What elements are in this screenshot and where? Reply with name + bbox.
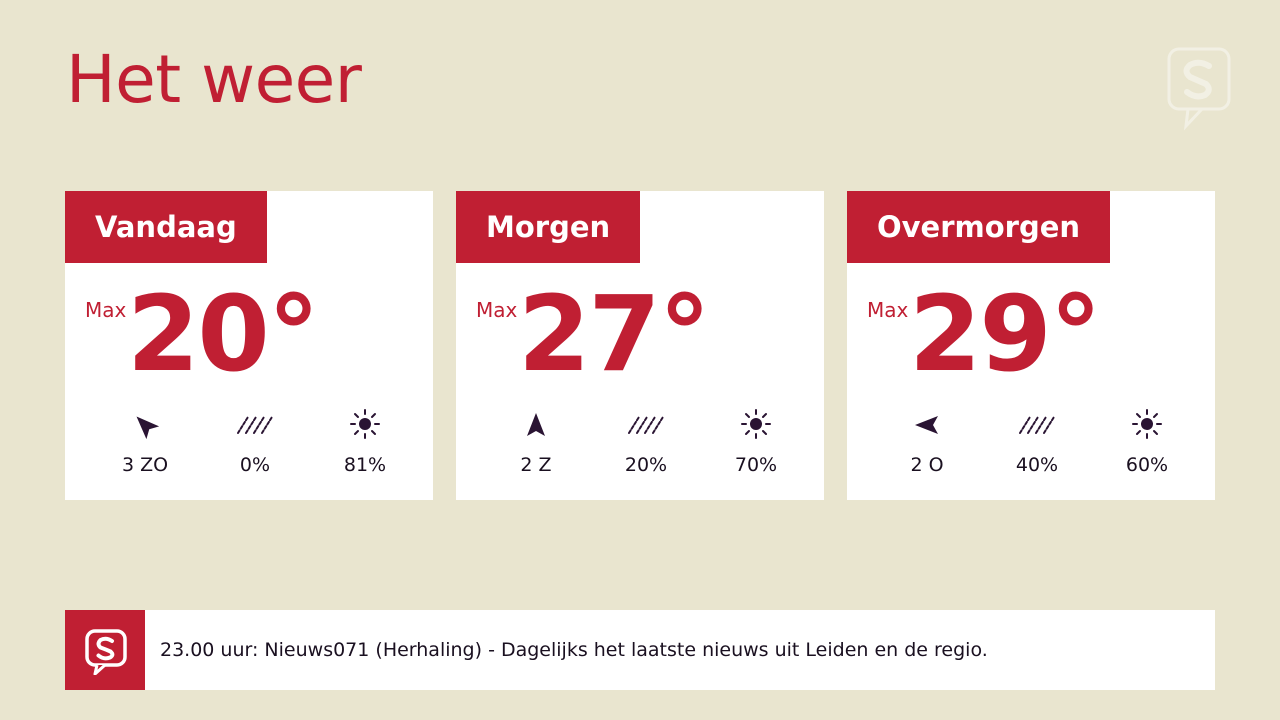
news-ticker: 23.00 uur: Nieuws071 (Herhaling) - Dagel…: [65, 610, 1215, 690]
max-label: Max: [476, 298, 518, 322]
wind-value: 3 ZO: [121, 454, 169, 476]
forecast-card-day-after-tomorrow: Overmorgen Max 29° 2 O: [847, 191, 1215, 500]
forecast-card-tomorrow: Morgen Max 27° 2 Z: [456, 191, 824, 500]
wind-stat: 3 ZO: [90, 409, 200, 479]
max-label: Max: [867, 298, 909, 322]
sun-value: 81%: [343, 454, 387, 476]
stats-row: 3 ZO 0%: [90, 409, 420, 479]
rain-icon: [628, 416, 664, 434]
sun-icon: [350, 409, 380, 439]
forecast-cards: Vandaag Max 20° 3 ZO: [65, 191, 1215, 500]
sun-stat: 60%: [1092, 409, 1202, 479]
card-day-label: Overmorgen: [847, 191, 1111, 263]
rain-icon: [1019, 416, 1055, 434]
sun-value: 60%: [1125, 454, 1169, 476]
rain-stat: 40%: [982, 409, 1092, 479]
ticker-logo: [65, 610, 145, 690]
sun-stat: 70%: [701, 409, 811, 479]
max-temperature: 29°: [909, 273, 1102, 395]
ticker-text: 23.00 uur: Nieuws071 (Herhaling) - Dagel…: [160, 639, 988, 661]
rain-stat: 20%: [591, 409, 701, 479]
max-temperature: 20°: [127, 273, 320, 395]
max-label: Max: [85, 298, 127, 322]
wind-stat: 2 O: [872, 409, 982, 479]
wind-arrow-icon: [136, 416, 160, 440]
page-title: Het weer: [66, 41, 362, 118]
wind-arrow-icon: [915, 416, 938, 434]
wind-value: 2 Z: [520, 454, 552, 476]
wind-stat: 2 Z: [481, 409, 591, 479]
rain-value: 40%: [1015, 454, 1059, 476]
max-temperature: 27°: [518, 273, 711, 395]
wind-value: 2 O: [910, 454, 944, 476]
sleutelstad-logo-icon: [85, 629, 127, 675]
rain-value: 0%: [239, 454, 271, 476]
card-day-label: Morgen: [456, 191, 641, 263]
sun-icon: [741, 409, 771, 439]
stats-row: 2 Z 20%: [481, 409, 811, 479]
watermark-logo-icon: [1167, 47, 1231, 131]
forecast-card-today: Vandaag Max 20° 3 ZO: [65, 191, 433, 500]
rain-stat: 0%: [200, 409, 310, 479]
sun-value: 70%: [734, 454, 778, 476]
rain-icon: [237, 416, 273, 434]
sun-stat: 81%: [310, 409, 420, 479]
sun-icon: [1132, 409, 1162, 439]
wind-arrow-icon: [527, 413, 545, 436]
card-day-label: Vandaag: [65, 191, 267, 263]
rain-value: 20%: [624, 454, 668, 476]
stats-row: 2 O 40%: [872, 409, 1202, 479]
